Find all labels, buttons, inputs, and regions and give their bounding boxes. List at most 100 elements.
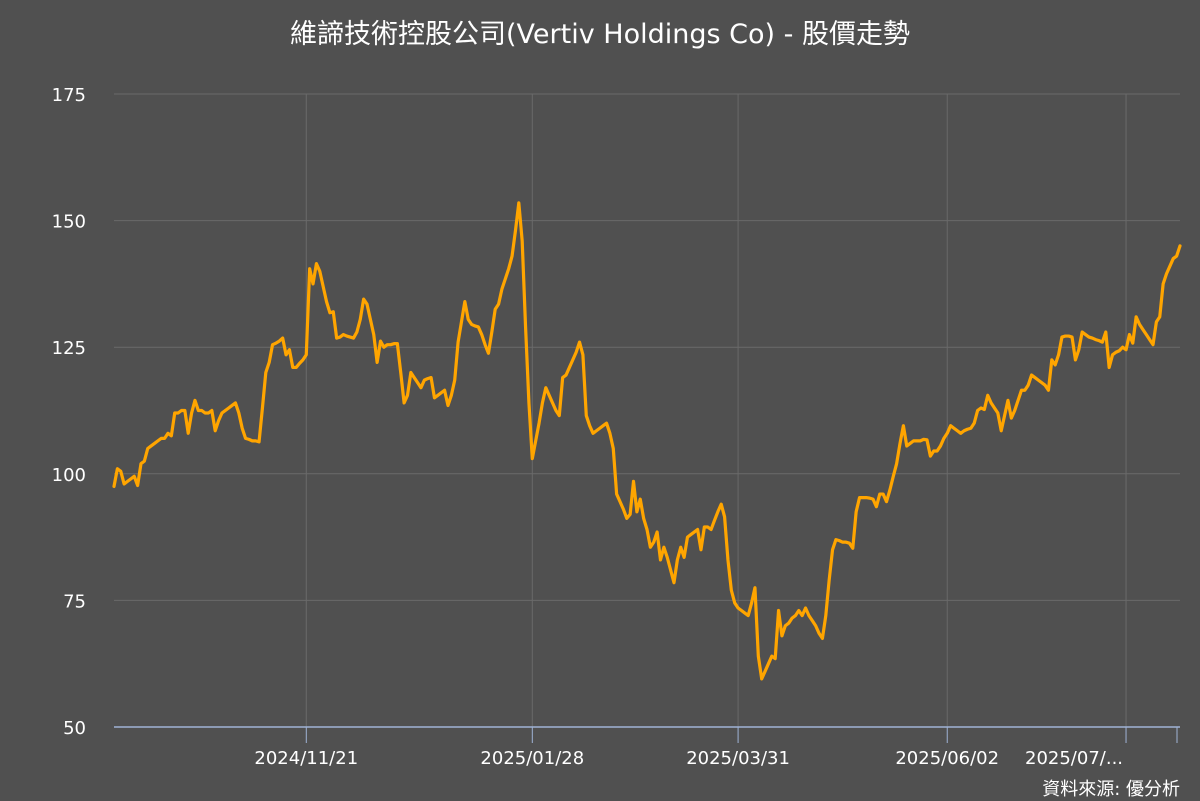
data-point bbox=[986, 394, 989, 397]
chart-title: 維諦技術控股公司(Vertiv Holdings Co) - 股價走勢 bbox=[290, 19, 910, 50]
data-point bbox=[359, 318, 362, 321]
data-point bbox=[329, 311, 331, 314]
data-point bbox=[231, 404, 233, 407]
data-point bbox=[602, 424, 604, 427]
data-point bbox=[1034, 376, 1036, 379]
data-point bbox=[892, 475, 895, 478]
data-point bbox=[625, 517, 628, 520]
data-point bbox=[652, 541, 655, 543]
data-point bbox=[612, 447, 615, 450]
data-point bbox=[143, 460, 146, 462]
x-tick-label: 2025/06/02 bbox=[895, 748, 999, 769]
data-point bbox=[298, 362, 301, 365]
data-point bbox=[663, 546, 665, 549]
series-group bbox=[112, 201, 1182, 681]
data-point bbox=[949, 424, 952, 427]
data-point bbox=[271, 343, 274, 346]
data-point bbox=[470, 323, 473, 326]
data-point bbox=[410, 371, 412, 374]
data-point bbox=[200, 409, 203, 412]
data-point bbox=[818, 632, 820, 635]
data-point bbox=[615, 493, 618, 495]
data-point bbox=[234, 402, 237, 404]
data-point bbox=[889, 489, 891, 491]
data-point bbox=[157, 440, 159, 442]
data-point bbox=[1111, 354, 1114, 356]
data-point bbox=[595, 429, 598, 432]
data-point bbox=[885, 500, 888, 503]
data-point bbox=[936, 450, 938, 452]
data-point bbox=[760, 678, 763, 680]
data-point bbox=[932, 450, 935, 452]
data-point bbox=[855, 510, 857, 513]
data-point bbox=[396, 342, 399, 345]
data-point bbox=[548, 394, 550, 397]
data-point bbox=[558, 414, 561, 417]
data-point bbox=[946, 432, 949, 435]
data-point bbox=[868, 497, 871, 499]
data-point bbox=[835, 538, 837, 541]
data-point bbox=[636, 510, 638, 513]
data-point bbox=[794, 614, 797, 617]
data-point bbox=[501, 288, 503, 290]
data-point bbox=[302, 359, 304, 361]
data-point bbox=[858, 496, 861, 499]
data-point bbox=[349, 336, 351, 338]
data-point bbox=[959, 432, 962, 435]
data-point bbox=[1024, 389, 1026, 392]
data-point bbox=[146, 447, 149, 450]
data-point bbox=[312, 283, 314, 285]
data-point bbox=[204, 412, 206, 414]
data-point bbox=[673, 581, 675, 584]
y-tick-label: 175 bbox=[52, 85, 86, 106]
data-point bbox=[433, 397, 436, 399]
data-point bbox=[926, 439, 928, 441]
data-point bbox=[450, 394, 453, 397]
data-point bbox=[916, 440, 918, 442]
data-point bbox=[966, 428, 969, 431]
data-point bbox=[1121, 346, 1124, 349]
data-point bbox=[545, 386, 547, 389]
data-point bbox=[1051, 359, 1053, 361]
data-point bbox=[723, 516, 726, 518]
data-point bbox=[484, 343, 486, 346]
grid-lines bbox=[114, 93, 1180, 727]
data-point bbox=[744, 612, 746, 614]
data-point bbox=[443, 389, 446, 392]
data-point bbox=[605, 422, 608, 424]
data-point bbox=[386, 343, 389, 346]
data-point bbox=[1175, 255, 1178, 257]
data-point bbox=[173, 412, 176, 414]
data-point bbox=[1179, 245, 1181, 247]
data-point bbox=[787, 622, 790, 624]
data-point bbox=[504, 278, 507, 280]
data-point bbox=[1125, 348, 1127, 351]
data-point bbox=[622, 508, 625, 511]
data-point bbox=[238, 412, 240, 414]
y-tick-label: 75 bbox=[63, 591, 86, 612]
data-point bbox=[332, 310, 335, 313]
x-tick-label: 2025/07/... bbox=[1025, 748, 1123, 769]
data-point bbox=[727, 559, 729, 561]
data-point bbox=[568, 366, 571, 369]
data-point bbox=[1027, 384, 1029, 386]
data-point bbox=[551, 402, 554, 404]
data-point bbox=[389, 343, 392, 346]
data-point bbox=[963, 429, 965, 432]
data-point bbox=[609, 432, 611, 435]
data-point bbox=[541, 402, 544, 404]
data-point bbox=[598, 427, 601, 430]
data-point bbox=[281, 337, 284, 339]
data-point bbox=[895, 462, 898, 465]
data-point bbox=[781, 635, 783, 637]
data-point bbox=[1131, 342, 1134, 344]
data-point bbox=[646, 528, 648, 531]
data-point bbox=[265, 371, 267, 374]
data-point bbox=[777, 609, 780, 612]
data-point bbox=[1128, 333, 1131, 336]
data-point bbox=[629, 513, 631, 516]
data-point bbox=[1074, 359, 1077, 361]
data-point bbox=[713, 519, 716, 522]
data-point bbox=[1155, 321, 1158, 323]
data-point bbox=[1172, 257, 1175, 260]
